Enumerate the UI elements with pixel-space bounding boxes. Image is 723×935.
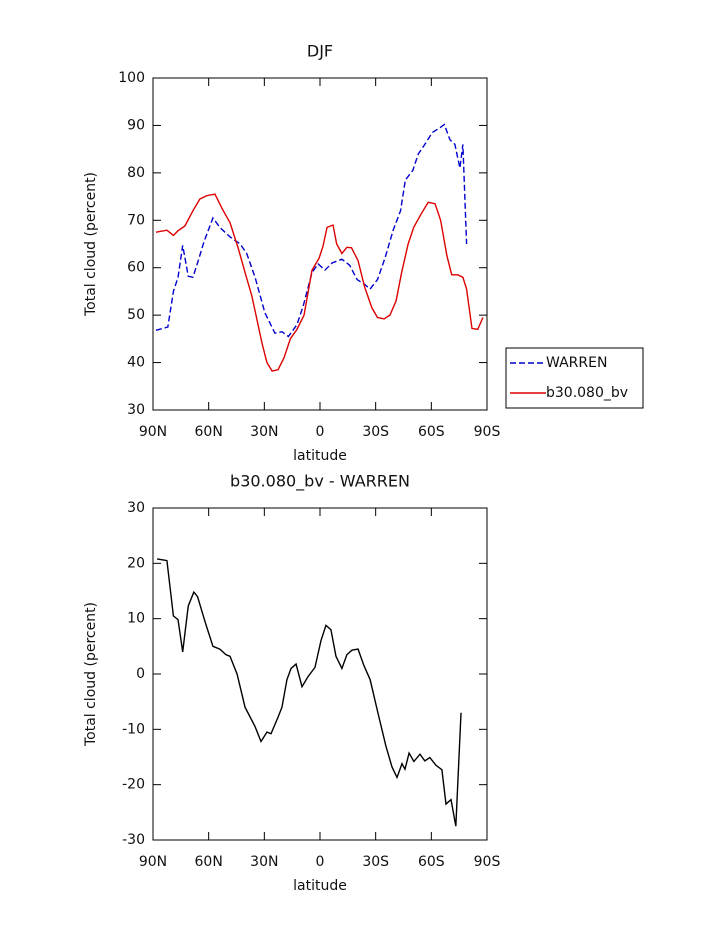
x-tick-label: 0 <box>316 424 325 440</box>
x-tick-label: 60N <box>195 854 223 870</box>
x-tick-label: 90N <box>139 854 167 870</box>
y-tick-label: 30 <box>127 500 145 516</box>
y-tick-label: 60 <box>127 260 145 276</box>
y-tick-label: 10 <box>127 611 145 627</box>
y-tick-label: 50 <box>127 307 145 323</box>
y-axis-label: Total cloud (percent) <box>83 602 99 747</box>
y-tick-label: 70 <box>127 212 145 228</box>
y-tick-label: 80 <box>127 165 145 181</box>
legend-label: WARREN <box>546 355 607 371</box>
y-tick-label: 40 <box>127 355 145 371</box>
chart-title: DJF <box>307 42 333 61</box>
x-tick-label: 30N <box>250 424 278 440</box>
x-tick-label: 60N <box>195 424 223 440</box>
x-tick-label: 90S <box>474 854 501 870</box>
y-tick-label: 0 <box>136 666 145 682</box>
data-line <box>155 193 484 372</box>
y-tick-label: 90 <box>127 117 145 133</box>
x-tick-label: 90S <box>474 424 501 440</box>
x-tick-label: 0 <box>316 854 325 870</box>
y-axis-label: Total cloud (percent) <box>83 172 99 317</box>
x-tick-label: 30N <box>250 854 278 870</box>
y-tick-label: 20 <box>127 555 145 571</box>
x-tick-label: 30S <box>362 424 389 440</box>
data-line <box>156 558 462 827</box>
y-tick-label: -10 <box>122 721 145 737</box>
y-tick-label: 100 <box>118 70 145 86</box>
chart-title: b30.080_bv - WARREN <box>230 472 410 492</box>
y-tick-label: -20 <box>122 777 145 793</box>
x-tick-label: 30S <box>362 854 389 870</box>
y-tick-label: -30 <box>122 832 145 848</box>
plot-frame <box>152 507 488 841</box>
x-tick-label: 60S <box>418 854 445 870</box>
data-line <box>155 123 468 338</box>
x-tick-label: 60S <box>418 424 445 440</box>
x-tick-label: 90N <box>139 424 167 440</box>
legend-label: b30.080_bv <box>546 385 628 401</box>
x-axis-label: latitude <box>293 448 347 464</box>
x-axis-label: latitude <box>293 878 347 894</box>
y-tick-label: 30 <box>127 402 145 418</box>
legend-box <box>505 347 644 409</box>
